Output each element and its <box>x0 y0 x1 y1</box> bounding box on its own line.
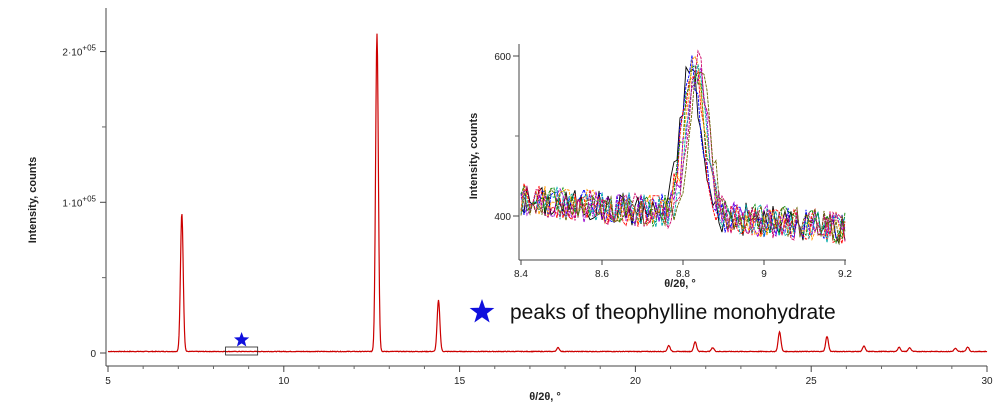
inset-region-box <box>225 346 259 356</box>
inset-x-axis-title: θ/2θ, ° <box>664 278 696 290</box>
inset-series-line <box>520 65 846 246</box>
inset-series-line <box>520 70 846 244</box>
inset-x-tick-label: 9 <box>761 269 767 280</box>
inset-y-axis: 400 600 <box>494 44 520 260</box>
legend-label: peaks of theophylline monohydrate <box>510 301 836 324</box>
x-tick-label: 5 <box>105 376 111 387</box>
legend-star-shape <box>469 299 495 323</box>
inset-series-line <box>520 64 846 243</box>
inset-x-tick-label: 8.6 <box>595 269 609 280</box>
inset-series-line <box>520 67 846 239</box>
inset-y-tick-label: 600 <box>494 52 511 63</box>
main-annotations <box>225 332 259 356</box>
main-series <box>107 33 988 353</box>
inset-series-line <box>520 71 846 244</box>
main-x-axis-title: θ/2θ, ° <box>529 391 561 403</box>
main-series-line <box>107 33 988 353</box>
main-x-axis: 5 10 15 20 25 30 <box>105 365 993 387</box>
inset-x-tick-label: 9.2 <box>838 269 852 280</box>
x-tick-label: 15 <box>454 376 466 387</box>
y-tick-label: 0 <box>90 349 96 360</box>
legend-star-icon <box>469 299 495 323</box>
inset-series <box>520 49 846 246</box>
inset-y-tick-label: 400 <box>494 212 511 223</box>
x-tick-label: 10 <box>278 376 290 387</box>
inset-x-axis: 8.4 8.6 8.8 9 9.2 <box>514 259 852 280</box>
main-y-axis: 0 1·10+05 2·10+05 <box>62 8 107 366</box>
main-chart: 0 1·10+05 2·10+05 5 10 15 20 25 30 θ/2θ, ° Inte… <box>27 8 993 403</box>
theophylline-peak-star-icon <box>234 332 250 347</box>
y-tick-label: 1·10+05 <box>62 194 96 209</box>
x-tick-label: 20 <box>630 376 642 387</box>
inset-x-tick-label: 8.4 <box>514 269 528 280</box>
y-tick-label: 2·10+05 <box>62 44 96 59</box>
inset-series-line <box>520 49 846 242</box>
inset-background <box>520 44 846 261</box>
inset-x-tick-label: 8.8 <box>676 269 690 280</box>
inset-chart: 400 600 8.4 8.6 8.8 9 9.2 θ/2θ, ° Intensity, … <box>468 44 852 290</box>
legend: peaks of theophylline monohydrate <box>469 299 836 324</box>
x-tick-label: 30 <box>981 376 993 387</box>
x-tick-label: 25 <box>806 376 818 387</box>
inset-y-axis-title: Intensity, counts <box>468 113 480 200</box>
main-y-axis-title: Intensity, counts <box>27 157 39 244</box>
